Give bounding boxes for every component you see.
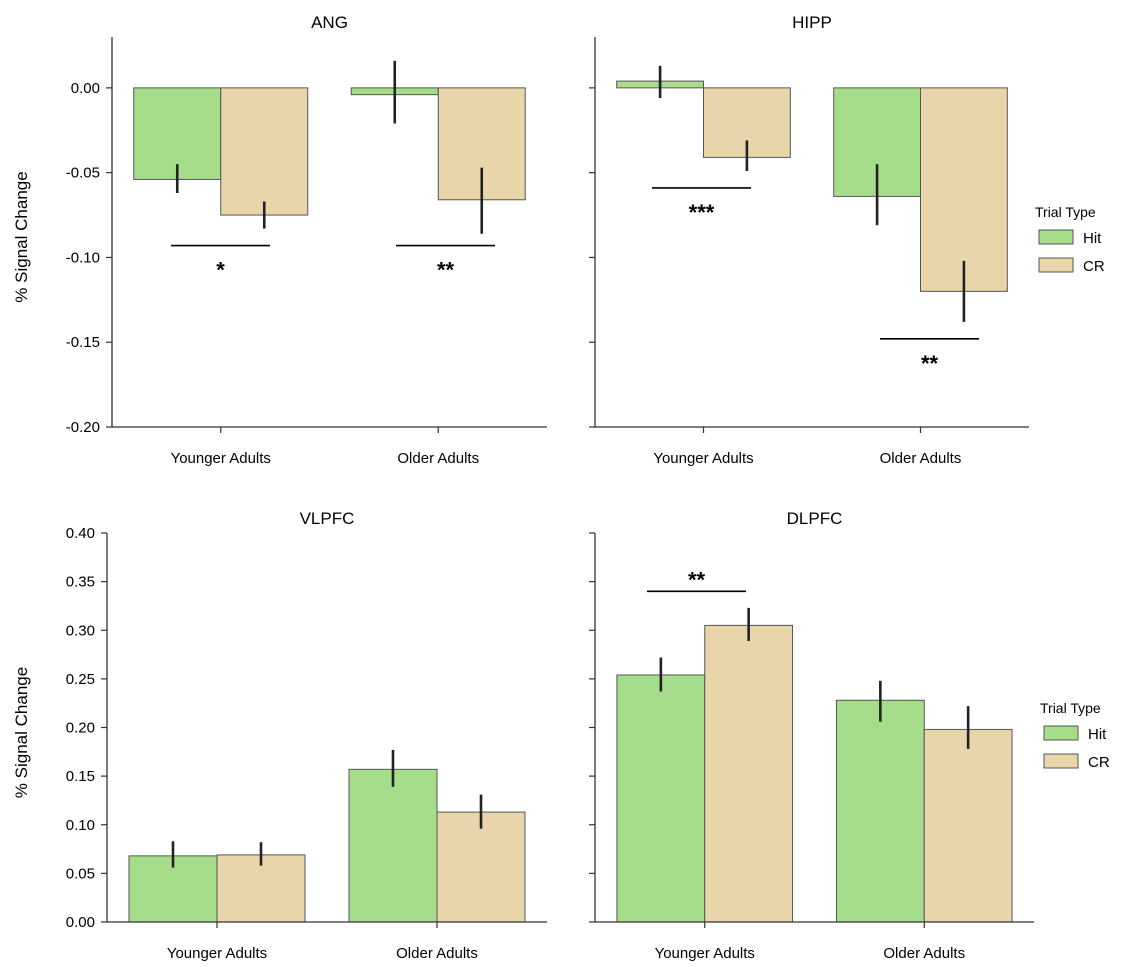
legend-label-cr: CR [1088, 754, 1110, 771]
legend: Trial Type Hit CR [1040, 700, 1110, 771]
panel-vlpfc: VLPFC % Signal Change 0.00 0.05 0.10 0.15 0.20… [12, 509, 547, 962]
y-tick-label: -0.20 [66, 419, 100, 436]
y-tick-label: 0.05 [66, 865, 95, 882]
x-tick-label: Younger Adults [655, 945, 755, 962]
panel-dlpfc: DLPFC Younger Adults Older Adults ** [589, 509, 1034, 962]
legend-label-hit: Hit [1088, 726, 1107, 743]
y-tick-label: -0.15 [66, 334, 100, 351]
bar-hit-older-adults [835, 699, 925, 923]
y-tick-label: 0.30 [66, 622, 95, 639]
significance-stars: * [216, 258, 225, 283]
x-tick-label: Older Adults [883, 945, 965, 962]
bar-cr-younger-adults [216, 854, 306, 923]
bar-hit-older-adults [348, 768, 438, 923]
x-tick-label: Younger Adults [171, 450, 271, 467]
y-tick-label: -0.05 [66, 165, 100, 182]
panel-ang: ANG % Signal Change 0.00 -0.05 -0.10 -0.15 -0.… [12, 13, 547, 467]
bar-cr-younger-adults [220, 87, 309, 216]
x-tick-label: Older Adults [396, 945, 478, 962]
bar-hit-younger-adults [616, 674, 706, 923]
legend: Trial Type Hit CR [1035, 204, 1105, 275]
x-tick-label: Older Adults [397, 450, 479, 467]
legend-label-hit: Hit [1083, 230, 1102, 247]
y-tick-label: 0.10 [66, 817, 95, 834]
significance-stars: ** [688, 567, 706, 592]
y-tick-label: -0.10 [66, 249, 100, 266]
y-axis-label: % Signal Change [12, 667, 31, 798]
y-tick-label: 0.00 [66, 914, 95, 931]
y-tick-label: 0.35 [66, 574, 95, 591]
bar-cr-older-adults [923, 728, 1013, 923]
bar-cr-older-adults [436, 811, 526, 923]
significance-stars: ** [437, 258, 455, 283]
chart-title: HIPP [792, 13, 832, 32]
legend-swatch-hit [1038, 229, 1074, 245]
bar-cr-younger-adults [704, 624, 794, 923]
legend-label-cr: CR [1083, 258, 1105, 275]
y-tick-label: 0.00 [71, 80, 100, 97]
y-tick-label: 0.25 [66, 671, 95, 688]
y-tick-label: 0.20 [66, 720, 95, 737]
x-tick-label: Older Adults [880, 450, 962, 467]
legend-swatch-cr [1043, 753, 1079, 769]
legend-swatch-cr [1038, 257, 1074, 273]
legend-swatch-hit [1043, 725, 1079, 741]
legend-title: Trial Type [1035, 204, 1096, 220]
chart-title: ANG [311, 13, 348, 32]
significance-stars: ** [921, 351, 939, 376]
y-axis-label: % Signal Change [12, 171, 31, 302]
y-tick-label: 0.40 [66, 525, 95, 542]
chart-title: VLPFC [300, 509, 355, 528]
bar-cr-older-adults [920, 87, 1008, 292]
significance-stars: *** [689, 200, 715, 225]
legend-title: Trial Type [1040, 700, 1101, 716]
y-tick-label: 0.15 [66, 768, 95, 785]
x-tick-label: Younger Adults [167, 945, 267, 962]
chart-title: DLPFC [787, 509, 843, 528]
x-tick-label: Younger Adults [653, 450, 753, 467]
